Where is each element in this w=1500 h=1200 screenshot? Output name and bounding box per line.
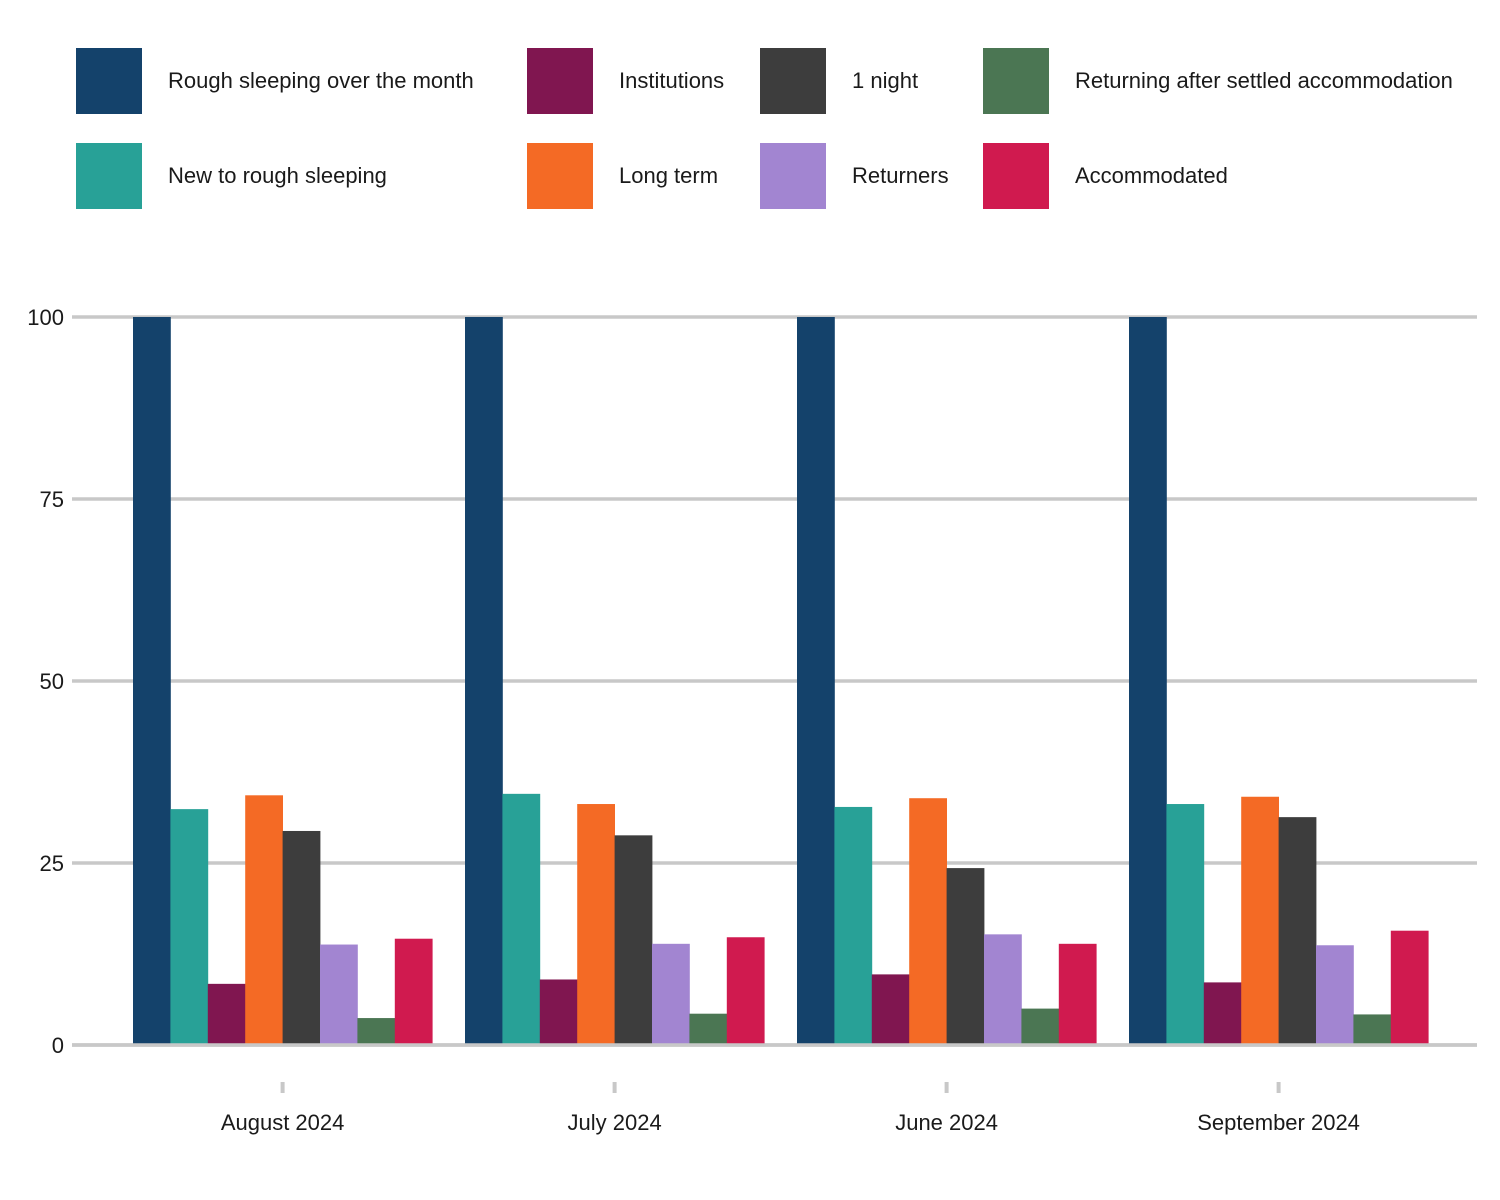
bar-new-to-rough-sleeping-july-2024 (502, 793, 541, 1045)
legend-swatch (983, 48, 1049, 114)
bar-long-term-july-2024 (577, 804, 615, 1045)
y-tick-label: 25 (40, 851, 64, 876)
legend-item-institutions: Institutions (527, 48, 724, 114)
legend-label: Returning after settled accommodation (1075, 68, 1453, 93)
bar-returning-after-settled-accommodation-june-2024 (1021, 1008, 1060, 1045)
legend-item-1-night: 1 night (760, 48, 918, 114)
bar-returners-july-2024 (652, 943, 690, 1045)
bar-returning-after-settled-accommodation-july-2024 (689, 1013, 728, 1045)
y-tick-label: 75 (40, 487, 64, 512)
legend-label: 1 night (852, 68, 919, 93)
bar-long-term-august-2024 (245, 795, 283, 1045)
legend-swatch (527, 143, 593, 209)
legend-label: New to rough sleeping (168, 163, 387, 188)
legend-label: Returners (852, 163, 949, 188)
legend-swatch (983, 143, 1049, 209)
x-tick-label: August 2024 (221, 1110, 345, 1135)
legend-label: Institutions (619, 68, 725, 93)
bar-accommodated-september-2024 (1390, 930, 1429, 1045)
bar-long-term-june-2024 (909, 798, 947, 1045)
legend-swatch (76, 143, 142, 209)
bar-new-to-rough-sleeping-august-2024 (170, 809, 209, 1045)
bar-rough-sleeping-over-the-month-june-2024 (797, 317, 835, 1045)
bar-1-night-september-2024 (1278, 817, 1317, 1045)
legend-item-rough-sleeping-over-the-month: Rough sleeping over the month (76, 48, 474, 114)
bar-long-term-september-2024 (1241, 796, 1279, 1045)
legend-swatch (760, 143, 826, 209)
legend-item-long-term: Long term (527, 143, 718, 209)
bar-1-night-june-2024 (946, 868, 985, 1045)
bar-new-to-rough-sleeping-june-2024 (834, 806, 873, 1045)
legend-item-new-to-rough-sleeping: New to rough sleeping (76, 143, 387, 209)
bar-returners-august-2024 (320, 944, 358, 1045)
x-tick-label: July 2024 (568, 1110, 662, 1135)
bar-new-to-rough-sleeping-september-2024 (1166, 804, 1205, 1045)
y-tick-label: 0 (52, 1033, 64, 1058)
legend-swatch (760, 48, 826, 114)
bars (133, 317, 1429, 1045)
bar-institutions-june-2024 (871, 974, 910, 1045)
bar-accommodated-august-2024 (394, 938, 433, 1045)
bar-institutions-july-2024 (539, 979, 578, 1045)
legend-item-returners: Returners (760, 143, 949, 209)
bar-returners-september-2024 (1316, 945, 1354, 1045)
y-tick-label: 50 (40, 669, 64, 694)
bar-accommodated-july-2024 (726, 937, 765, 1045)
legend-label: Rough sleeping over the month (168, 68, 474, 93)
bar-institutions-september-2024 (1203, 982, 1242, 1045)
legend-item-returning-after-settled-accommodation: Returning after settled accommodation (983, 48, 1453, 114)
legend-label: Accommodated (1075, 163, 1228, 188)
bar-returners-june-2024 (984, 934, 1022, 1045)
axes: 0 25 50 75 100 August 2024 July 2024 June 2024 S… (27, 305, 1477, 1135)
bar-rough-sleeping-over-the-month-august-2024 (133, 317, 171, 1045)
legend-item-accommodated: Accommodated (983, 143, 1228, 209)
chart-legend: Rough sleeping over the month New to roug… (0, 0, 1500, 230)
legend-label: Long term (619, 163, 719, 188)
y-tick-label: 100 (27, 305, 64, 330)
bar-rough-sleeping-over-the-month-september-2024 (1129, 317, 1167, 1045)
bar-accommodated-june-2024 (1058, 943, 1097, 1045)
bar-returning-after-settled-accommodation-august-2024 (357, 1018, 396, 1045)
legend-swatch (527, 48, 593, 114)
bar-1-night-july-2024 (614, 835, 653, 1045)
bar-1-night-august-2024 (282, 830, 321, 1045)
x-tick-label: September 2024 (1197, 1110, 1360, 1135)
bar-rough-sleeping-over-the-month-july-2024 (465, 317, 503, 1045)
bar-returning-after-settled-accommodation-september-2024 (1353, 1014, 1392, 1045)
bar-institutions-august-2024 (207, 983, 246, 1045)
legend-swatch (76, 48, 142, 114)
x-tick-label: June 2024 (895, 1110, 998, 1135)
